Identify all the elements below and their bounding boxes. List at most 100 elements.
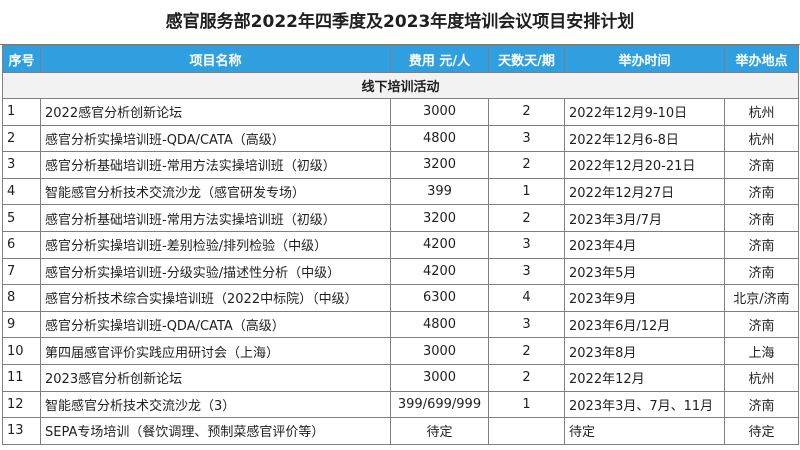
- cell-days[interactable]: 3: [488, 124, 565, 153]
- cell-no[interactable]: 8: [2, 284, 41, 312]
- header-name[interactable]: 项目名称: [40, 45, 391, 73]
- cell-project-name[interactable]: 感官分析实操培训班-分级实验/描述性分析（中级）: [40, 257, 391, 286]
- cell-time[interactable]: 待定: [564, 417, 725, 445]
- cell-no[interactable]: 11: [2, 363, 41, 392]
- cell-days[interactable]: [488, 417, 565, 445]
- cell-time[interactable]: 2023年9月: [564, 284, 725, 312]
- table-row: 8 感官分析技术综合实操培训班（2022中标院）（中级） 6300 4 2023年9月北…: [2, 284, 799, 312]
- cell-days[interactable]: 2: [488, 337, 565, 365]
- cell-days[interactable]: 2: [488, 363, 565, 392]
- cell-time[interactable]: 2023年3月/7月: [564, 204, 725, 232]
- table-row: 1 2022感官分析创新论坛 3000 2 2022年12月9-10日 杭州: [2, 98, 799, 126]
- cell-project-name[interactable]: 智能感官分析技术交流沙龙（感官研发专场）: [40, 177, 391, 206]
- cell-time[interactable]: 2022年12月6-8日: [564, 124, 725, 153]
- cell-project-name[interactable]: 感官分析基础培训班-常用方法实操培训班（初级）: [40, 204, 391, 232]
- table-row: 6 感官分析实操培训班-差别检验/排列检验（中级） 4200 3 2023年4月 济南: [2, 230, 799, 259]
- cell-fee[interactable]: 3000: [390, 363, 489, 392]
- cell-fee[interactable]: 4800: [390, 310, 489, 339]
- cell-no[interactable]: 13: [2, 417, 41, 445]
- cell-place[interactable]: 上海: [724, 337, 799, 365]
- cell-fee[interactable]: 3000: [390, 98, 489, 126]
- cell-fee[interactable]: 399: [390, 177, 489, 206]
- cell-place[interactable]: 济南: [724, 390, 799, 419]
- cell-time[interactable]: 2022年12月20-21日: [564, 151, 725, 179]
- cell-time[interactable]: 2023年8月: [564, 337, 725, 365]
- cell-time[interactable]: 2023年4月: [564, 230, 725, 259]
- cell-days[interactable]: 4: [488, 284, 565, 312]
- cell-days[interactable]: 2: [488, 151, 565, 179]
- header-place[interactable]: 举办地点: [724, 45, 799, 73]
- cell-place[interactable]: 杭州: [724, 363, 799, 392]
- cell-no[interactable]: 4: [2, 177, 41, 206]
- cell-no[interactable]: 3: [2, 151, 41, 179]
- cell-project-name[interactable]: 智能感官分析技术交流沙龙（3）: [40, 390, 391, 419]
- cell-time[interactable]: 2023年3月、7月、11月: [564, 390, 725, 419]
- sheet-title: 感官服务部2022年四季度及2023年度培训会议项目安排计划: [0, 0, 800, 45]
- cell-fee[interactable]: 3000: [390, 337, 489, 365]
- cell-project-name[interactable]: 第四届感官评价实践应用研讨会（上海）: [40, 337, 391, 365]
- cell-project-name[interactable]: 感官分析技术综合实操培训班（2022中标院）（中级）: [40, 284, 391, 312]
- table-row: 7 感官分析实操培训班-分级实验/描述性分析（中级） 4200 3 2023年5月 济南: [2, 257, 799, 286]
- cell-days[interactable]: 1: [488, 177, 565, 206]
- cell-fee[interactable]: 6300: [390, 284, 489, 312]
- table-row: 3 感官分析基础培训班-常用方法实操培训班（初级） 3200 2 2022年12月20-…: [2, 151, 799, 179]
- cell-fee[interactable]: 3200: [390, 151, 489, 179]
- table-row: 5 感官分析基础培训班-常用方法实操培训班（初级） 3200 2 2023年3月/7月济…: [2, 204, 799, 232]
- table-row: 13 SEPA专场培训（餐饮调理、预制菜感官评价等） 待定 待定 待定: [2, 417, 799, 445]
- cell-place[interactable]: 济南: [724, 230, 799, 259]
- cell-time[interactable]: 2022年12月: [564, 363, 725, 392]
- header-time[interactable]: 举办时间: [564, 45, 725, 73]
- cell-project-name[interactable]: 感官分析基础培训班-常用方法实操培训班（初级）: [40, 151, 391, 179]
- cell-fee[interactable]: 4200: [390, 257, 489, 286]
- cell-project-name[interactable]: 2023感官分析创新论坛: [40, 363, 391, 392]
- cell-no[interactable]: 9: [2, 310, 41, 339]
- cell-time[interactable]: 2023年5月: [564, 257, 725, 286]
- cell-place[interactable]: 济南: [724, 310, 799, 339]
- cell-project-name[interactable]: 感官分析实操培训班-QDA/CATA（高级）: [40, 124, 391, 153]
- table-row: 12 智能感官分析技术交流沙龙（3） 399/699/999 1 2023年3月、7月、…: [2, 390, 799, 419]
- cell-days[interactable]: 3: [488, 257, 565, 286]
- cell-place[interactable]: 杭州: [724, 124, 799, 153]
- cell-no[interactable]: 1: [2, 98, 41, 126]
- cell-place[interactable]: 济南: [724, 257, 799, 286]
- cell-no[interactable]: 7: [2, 257, 41, 286]
- table-row: 2 感官分析实操培训班-QDA/CATA（高级） 4800 3 2022年12月6-8日…: [2, 124, 799, 153]
- cell-place[interactable]: 济南: [724, 177, 799, 206]
- cell-place[interactable]: 济南: [724, 204, 799, 232]
- table-row: 10 第四届感官评价实践应用研讨会（上海） 3000 2 2023年8月 上海: [2, 337, 799, 365]
- cell-days[interactable]: 2: [488, 98, 565, 126]
- cell-time[interactable]: 2023年6月/12月: [564, 310, 725, 339]
- table-row: 4 智能感官分析技术交流沙龙（感官研发专场） 399 1 2022年12月27日 济南: [2, 177, 799, 206]
- cell-days[interactable]: 3: [488, 230, 565, 259]
- cell-fee[interactable]: 4200: [390, 230, 489, 259]
- cell-no[interactable]: 6: [2, 230, 41, 259]
- cell-time[interactable]: 2022年12月9-10日: [564, 98, 725, 126]
- cell-place[interactable]: 待定: [724, 417, 799, 445]
- table-row: 11 2023感官分析创新论坛 3000 2 2022年12月 杭州: [2, 363, 799, 392]
- cell-no[interactable]: 5: [2, 204, 41, 232]
- table-row: 9 感官分析实操培训班-QDA/CATA（高级） 4800 3 2023年6月/12月济…: [2, 310, 799, 339]
- cell-fee[interactable]: 4800: [390, 124, 489, 153]
- header-no[interactable]: 序号: [2, 45, 41, 73]
- cell-fee[interactable]: 待定: [390, 417, 489, 445]
- section-label[interactable]: 线下培训活动: [2, 72, 799, 99]
- cell-project-name[interactable]: 感官分析实操培训班-QDA/CATA（高级）: [40, 310, 391, 339]
- cell-time[interactable]: 2022年12月27日: [564, 177, 725, 206]
- cell-place[interactable]: 杭州: [724, 98, 799, 126]
- cell-no[interactable]: 2: [2, 124, 41, 153]
- cell-fee[interactable]: 399/699/999: [390, 390, 489, 419]
- cell-days[interactable]: 1: [488, 390, 565, 419]
- header-fee[interactable]: 费用 元/人: [390, 45, 489, 73]
- cell-no[interactable]: 12: [2, 390, 41, 419]
- cell-project-name[interactable]: SEPA专场培训（餐饮调理、预制菜感官评价等）: [40, 417, 391, 445]
- cell-project-name[interactable]: 2022感官分析创新论坛: [40, 98, 391, 126]
- cell-days[interactable]: 2: [488, 204, 565, 232]
- header-days[interactable]: 天数天/期: [488, 45, 565, 73]
- cell-fee[interactable]: 3200: [390, 204, 489, 232]
- cell-project-name[interactable]: 感官分析实操培训班-差别检验/排列检验（中级）: [40, 230, 391, 259]
- cell-days[interactable]: 3: [488, 310, 565, 339]
- cell-place[interactable]: 北京/济南: [724, 284, 799, 312]
- cell-place[interactable]: 济南: [724, 151, 799, 179]
- cell-no[interactable]: 10: [2, 337, 41, 365]
